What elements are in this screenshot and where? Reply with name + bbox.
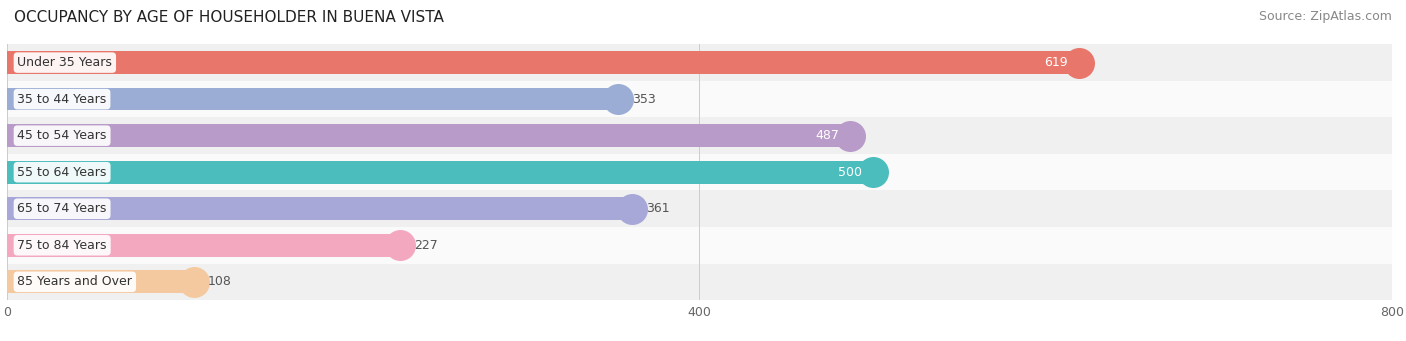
Text: Under 35 Years: Under 35 Years	[17, 56, 112, 69]
Text: 55 to 64 Years: 55 to 64 Years	[17, 166, 107, 179]
Bar	[7, 88, 619, 110]
Text: 45 to 54 Years: 45 to 54 Years	[17, 129, 107, 142]
Bar	[7, 227, 1392, 264]
Bar	[7, 197, 631, 220]
Text: Source: ZipAtlas.com: Source: ZipAtlas.com	[1258, 10, 1392, 23]
Bar	[7, 117, 1392, 154]
Bar	[7, 51, 1078, 74]
Text: 487: 487	[815, 129, 839, 142]
Text: 75 to 84 Years: 75 to 84 Years	[17, 239, 107, 252]
Text: 619: 619	[1045, 56, 1069, 69]
Text: 227: 227	[413, 239, 437, 252]
Text: 353: 353	[631, 93, 655, 106]
Text: 85 Years and Over: 85 Years and Over	[17, 275, 132, 288]
Bar	[7, 44, 1392, 81]
Text: 108: 108	[208, 275, 232, 288]
Text: 35 to 44 Years: 35 to 44 Years	[17, 93, 107, 106]
Text: 500: 500	[838, 166, 862, 179]
Bar	[7, 270, 194, 293]
Bar	[7, 161, 873, 183]
Text: OCCUPANCY BY AGE OF HOUSEHOLDER IN BUENA VISTA: OCCUPANCY BY AGE OF HOUSEHOLDER IN BUENA…	[14, 10, 444, 25]
Bar	[7, 191, 1392, 227]
Bar	[7, 124, 851, 147]
Bar	[7, 81, 1392, 117]
Text: 65 to 74 Years: 65 to 74 Years	[17, 202, 107, 215]
Bar	[7, 264, 1392, 300]
Bar	[7, 154, 1392, 191]
Bar	[7, 234, 399, 256]
Text: 361: 361	[645, 202, 669, 215]
